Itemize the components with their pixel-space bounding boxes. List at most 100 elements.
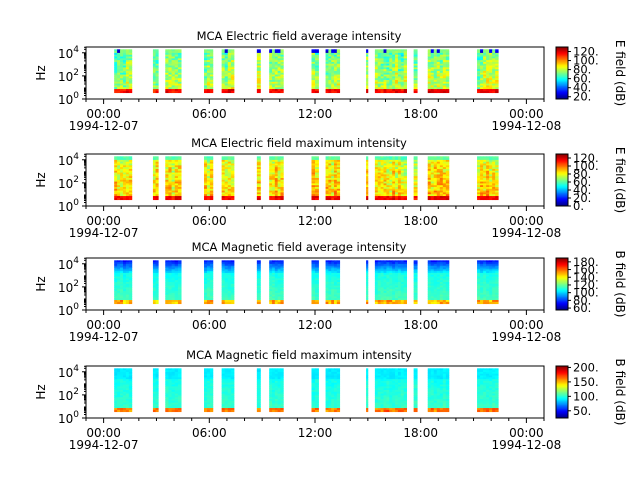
spectrogram-cell [125,67,130,70]
spectrogram-cell [328,190,332,193]
spectrogram-cell [436,285,441,288]
spectrogram-cell [413,78,418,81]
spectrogram-cell [489,192,493,195]
spectrogram-cell [480,69,484,72]
spectrogram-cell [155,260,159,263]
spectrogram-cell [336,292,341,296]
spectrogram-cell [480,168,484,172]
spectrogram-cell [120,67,124,70]
spectrogram-cell [168,83,173,86]
spectrogram-cell [114,181,118,184]
spectrogram-cell [383,156,387,159]
spectrogram-cell [221,51,226,54]
spectrogram-cell [224,292,229,296]
spectrogram-cell [122,174,127,177]
spectrogram-cell [325,262,329,265]
spectrogram-cell [400,301,405,305]
spectrogram-cell [280,90,284,94]
colorbar: 60.80.100.120.140.160.180. B field (dB) [555,251,627,317]
spectrogram-cell [117,395,121,398]
spectrogram-cell [489,158,493,161]
spectrogram-cell [152,196,156,199]
spectrogram-cell [392,54,396,57]
spectrogram-cell [395,58,399,61]
spectrogram-cell [165,90,169,94]
spectrogram-cell [209,60,214,63]
spectrogram-cell [383,278,387,281]
spectrogram-cell [221,56,226,59]
spectrogram-cell [221,187,226,190]
spectrogram-cell [483,181,487,184]
spectrogram-cell [383,52,387,56]
spectrogram-cell [366,159,369,163]
spectrogram-cell [311,272,316,276]
spectrogram-cell [442,61,447,65]
spectrogram-cell [374,65,379,68]
spectrogram-cell [230,276,235,279]
spectrogram-cell [380,280,384,283]
spectrogram-cell [480,54,484,57]
spectrogram-cell [171,58,176,61]
spectrogram-cell [120,402,124,405]
spectrogram-cell [483,280,487,283]
spectrogram-cell [395,76,399,79]
spectrogram-cell [430,263,435,267]
spectrogram-cell [152,272,156,276]
spectrogram-cell [122,406,127,409]
spectrogram-cell [209,190,214,193]
spectrogram-cell [389,196,393,199]
spectrogram-cell [272,300,276,303]
spectrogram-cell [168,172,173,175]
spectrogram-cell [397,181,402,184]
spectrogram-cell [377,301,382,305]
spectrogram-cell [122,289,127,292]
spectrogram-cell [397,263,402,267]
spectrogram-cell [204,159,208,163]
spectrogram-cell [165,74,169,77]
spectrogram-cell [336,263,341,267]
spectrogram-cell [114,81,118,85]
spectrogram-cell [221,52,226,56]
spectrogram-cell [227,301,232,305]
spectrogram-cell [272,76,276,79]
colorbar-cell [556,198,568,200]
spectrogram-cell [436,188,441,192]
spectrogram-cell [165,196,169,199]
spectrogram-cell [174,185,179,188]
spectrogram-cell [430,194,435,197]
spectrogram-cell [325,65,329,68]
spectrogram-cell [377,176,382,179]
spectrogram-cell [480,187,484,190]
spectrogram-cell [380,179,384,182]
spectrogram-cell [277,67,281,70]
spectrogram-cell [224,156,229,159]
spectrogram-cell [125,292,130,296]
spectrogram-cell [430,296,435,299]
spectrogram-cell [383,163,387,166]
spectrogram-cell [486,300,490,303]
spectrogram-cell [492,52,496,56]
spectrogram-cell [445,72,450,75]
spectrogram-cell [171,165,176,168]
spectrogram-cell [427,54,432,57]
spectrogram-cell [427,170,432,173]
spectrogram-cell [483,187,487,190]
spectrogram-cell [433,185,438,188]
colorbar-cell [556,293,568,295]
spectrogram-cell [427,172,432,175]
spectrogram-cell [413,58,418,61]
spectrogram-cell [436,74,441,77]
spectrogram-cell [395,274,399,277]
spectrogram-cell [177,287,182,290]
spectrogram-cell [430,89,435,92]
spectrogram-cell [336,265,341,268]
spectrogram-cell [400,165,405,168]
spectrogram-cell [128,187,133,190]
spectrogram-cell [400,174,405,177]
spectrogram-cell [311,65,316,68]
spectrogram-cell [168,52,173,56]
spectrogram-cell [433,90,438,94]
spectrogram-cell [380,63,384,66]
spectrogram-cell [177,170,182,173]
spectrogram-cell [114,163,118,166]
